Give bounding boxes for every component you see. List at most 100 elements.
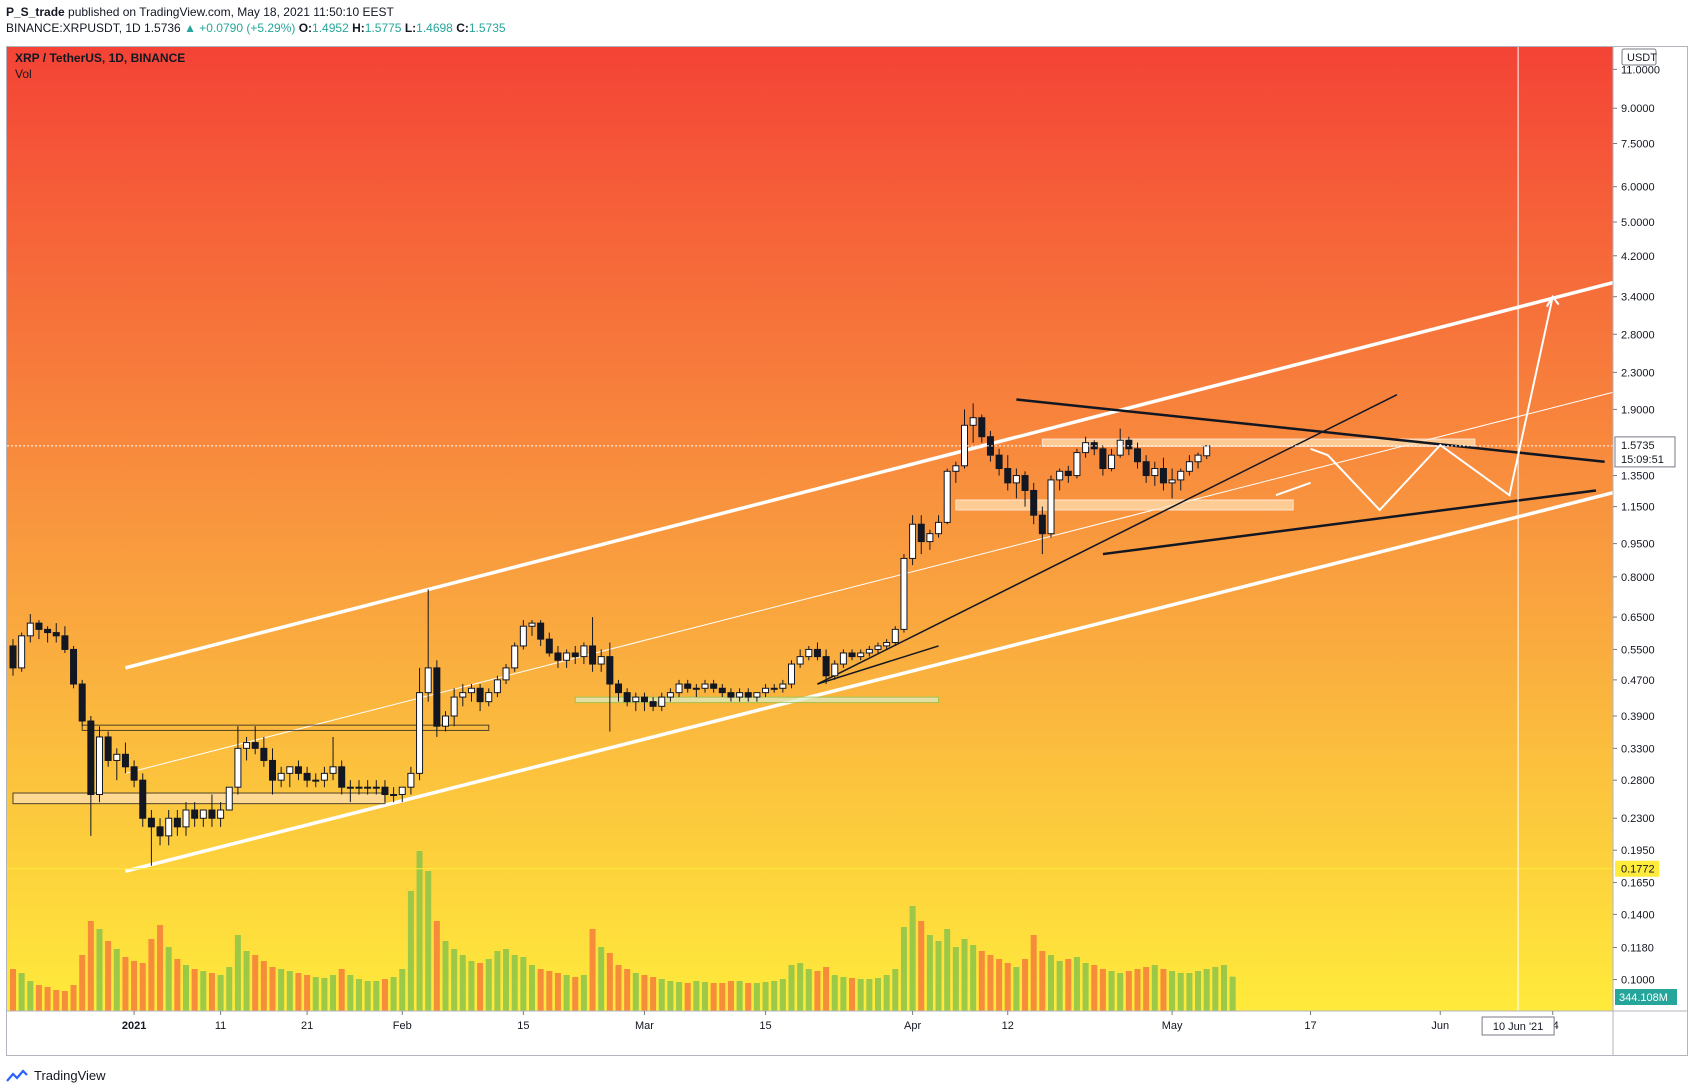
candle-up <box>1177 470 1185 481</box>
candle-down <box>554 652 562 661</box>
footer-brand[interactable]: TradingView <box>34 1068 106 1083</box>
candle-up <box>346 786 354 789</box>
candle-down <box>104 736 112 761</box>
price-chart[interactable]: 11.0000 9.0000 7.5000 6.0000 5.0000 4.2000 3.4… <box>7 47 1688 1056</box>
volume-bar <box>736 981 743 1011</box>
volume-bar <box>1203 969 1210 1011</box>
candle-up <box>199 809 207 819</box>
time-axis[interactable]: 20211121Feb15Mar15Apr12May17Jun1410 Jun … <box>122 1011 1559 1036</box>
volume-bar <box>1065 959 1072 1011</box>
candle-up <box>779 683 787 689</box>
author-name[interactable]: P_S_trade <box>6 5 65 19</box>
candle-up <box>182 809 190 828</box>
volume-bar <box>1108 971 1115 1011</box>
candle-down <box>1142 461 1150 477</box>
volume-bar <box>425 871 432 1011</box>
volume-bar <box>226 967 233 1011</box>
volume-bar <box>779 979 786 1011</box>
candle-up <box>243 742 251 749</box>
candle-down <box>303 772 311 781</box>
volume-bar <box>96 929 103 1011</box>
candle-down <box>44 628 52 634</box>
candle-down <box>70 648 78 685</box>
volume-bar <box>926 935 933 1011</box>
candle-down <box>978 417 986 438</box>
volume-bar <box>1125 971 1132 1011</box>
volume-bar <box>503 949 510 1011</box>
y-tick-label: 4.2000 <box>1621 251 1655 263</box>
volume-bar <box>44 987 51 1011</box>
chart-frame[interactable]: 11.0000 9.0000 7.5000 6.0000 5.0000 4.2000 3.4… <box>6 46 1688 1056</box>
candle-down <box>1134 448 1141 463</box>
volume-bar <box>10 969 16 1011</box>
volume-bar <box>641 975 648 1011</box>
volume-bar <box>1013 967 1020 1011</box>
candle-down <box>61 635 69 650</box>
candle-down <box>173 817 181 828</box>
candle-up <box>519 625 527 647</box>
candle-down <box>433 667 441 727</box>
ohlc-c-label: C: <box>456 21 469 35</box>
x-tick-label: Apr <box>904 1020 921 1032</box>
candle-down <box>1038 514 1046 535</box>
cursor-date-label: 10 Jun '21 <box>1493 1021 1543 1033</box>
volume-bar <box>356 979 362 1011</box>
candle-down <box>606 656 614 685</box>
candle-up <box>1082 442 1090 454</box>
candle-up <box>320 772 328 781</box>
volume-bar <box>684 983 691 1011</box>
volume-bar <box>53 990 60 1011</box>
volume-bar <box>312 977 319 1011</box>
volume-bar <box>529 965 535 1011</box>
candle-down <box>156 826 164 837</box>
volume-bar <box>762 982 769 1011</box>
volume-bar <box>217 975 224 1011</box>
publish-date: published on TradingView.com, May 18, 20… <box>64 5 394 19</box>
volume-bar <box>139 963 146 1011</box>
price-axis[interactable]: 11.0000 9.0000 7.5000 6.0000 5.0000 4.2000 3.4… <box>1613 48 1677 1005</box>
volume-bar <box>347 975 354 1011</box>
candle-up <box>831 663 839 677</box>
candle-up <box>442 715 449 727</box>
candle-down <box>744 692 752 698</box>
volume-bar <box>537 969 544 1011</box>
april-resistance-zone <box>1041 438 1476 447</box>
candle-up <box>1116 439 1124 456</box>
y-tick-label: 0.1000 <box>1621 975 1655 987</box>
candle-down <box>684 683 692 689</box>
y-tick-label: 1.3500 <box>1621 471 1655 483</box>
candle-up <box>943 470 951 523</box>
candle-down <box>822 656 830 677</box>
volume-bar <box>433 921 440 1011</box>
volume-bar <box>373 981 380 1011</box>
volume-bar <box>122 957 129 1011</box>
ohlc-high: 1.5775 <box>364 21 402 35</box>
volume-bar <box>952 947 959 1011</box>
candle-down <box>52 632 60 637</box>
publish-info: P_S_trade published on TradingView.com, … <box>6 4 506 20</box>
volume-bar <box>234 935 241 1011</box>
volume-bar <box>174 959 181 1011</box>
volume-bar <box>1212 967 1219 1011</box>
price-change: ▲ +0.0790 (+5.29%) <box>184 21 296 35</box>
volume-bar <box>598 947 605 1011</box>
volume-bar <box>286 971 293 1011</box>
candle-up <box>398 786 406 796</box>
volume-bar <box>1056 961 1063 1011</box>
candle-up <box>234 747 242 788</box>
triangle-upper-line <box>1016 398 1605 463</box>
candle-up <box>467 687 475 694</box>
candle-down <box>727 692 735 698</box>
candle-up <box>217 809 225 819</box>
candle-up <box>1168 479 1176 484</box>
candle-up <box>1151 468 1159 477</box>
footer: TradingView <box>6 1068 106 1083</box>
volume-badge-label: 344.108M <box>1619 992 1668 1004</box>
volume-bar <box>1082 963 1089 1011</box>
candle-up <box>329 766 337 774</box>
volume-bar <box>1091 965 1098 1011</box>
candle-down <box>130 766 138 781</box>
volume-bar <box>719 983 726 1011</box>
candle-down <box>718 687 726 694</box>
volume-bar <box>1186 973 1193 1011</box>
